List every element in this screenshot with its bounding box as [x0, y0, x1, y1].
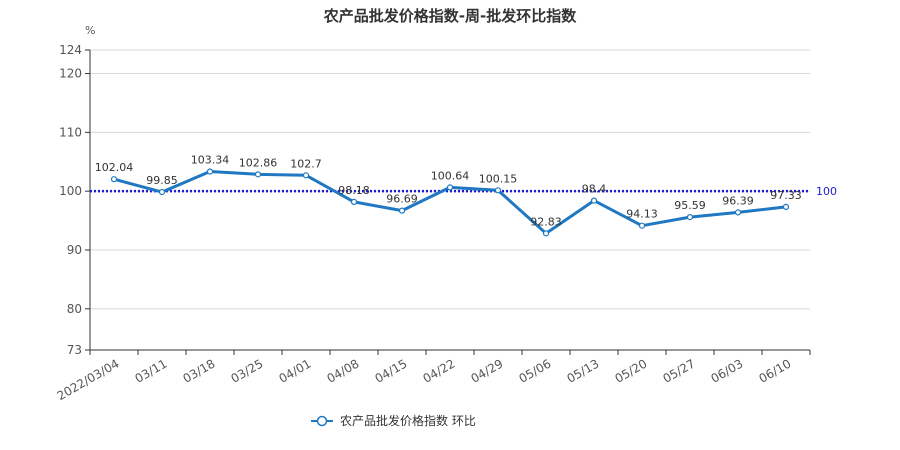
data-point[interactable] — [638, 222, 646, 229]
data-point[interactable] — [110, 176, 118, 183]
data-point[interactable] — [206, 168, 214, 175]
data-label: 99.85 — [146, 174, 178, 187]
data-label: 97.33 — [770, 189, 802, 202]
data-point[interactable] — [302, 172, 310, 179]
data-point[interactable] — [542, 230, 550, 237]
data-point[interactable] — [686, 214, 694, 221]
y-tick-labels: 73 80 90 100 110 120 124 — [59, 43, 82, 357]
x-tick-label: 03/25 — [229, 356, 266, 385]
data-labels: 102.04 99.85 103.34 102.86 102.7 98.18 96.69 10… — [95, 154, 802, 229]
reference-line-label: 100 — [816, 185, 837, 198]
data-point[interactable] — [590, 197, 598, 204]
data-label: 95.59 — [674, 199, 706, 212]
data-label: 96.39 — [722, 194, 754, 207]
data-label: 102.86 — [239, 156, 278, 169]
y-tick-label: 100 — [59, 184, 82, 198]
x-tick-label: 06/10 — [757, 356, 794, 385]
legend-label: 农产品批发价格指数 环比 — [340, 413, 476, 428]
data-label: 102.04 — [95, 161, 134, 174]
legend[interactable]: 农产品批发价格指数 环比 — [311, 413, 476, 428]
data-point[interactable] — [734, 209, 742, 216]
x-tick-label: 05/13 — [565, 356, 602, 385]
x-tick-label: 04/15 — [373, 356, 410, 385]
y-tick-label: 120 — [59, 67, 82, 81]
data-point[interactable] — [494, 187, 502, 194]
x-tick-label: 04/08 — [325, 356, 362, 385]
x-tick-label: 05/06 — [517, 356, 554, 385]
y-tick-label: 110 — [59, 125, 82, 139]
y-tick-label: 80 — [67, 302, 82, 316]
data-label: 100.15 — [479, 172, 518, 185]
data-point[interactable] — [158, 188, 166, 196]
data-point[interactable] — [782, 203, 790, 210]
data-label: 92.83 — [530, 215, 562, 228]
chart-title: 农产品批发价格指数-周-批发环比指数 — [323, 7, 577, 25]
data-point[interactable] — [350, 198, 358, 205]
data-label: 100.64 — [431, 169, 470, 182]
x-tick-label: 04/22 — [421, 356, 458, 385]
x-tick-label: 03/11 — [133, 356, 170, 385]
x-tick-label: 05/20 — [613, 356, 650, 385]
data-label: 103.34 — [191, 154, 230, 167]
x-tick-label: 2022/03/04 — [55, 356, 122, 403]
axes — [85, 49, 811, 355]
data-point[interactable] — [446, 184, 454, 191]
x-tick-labels: 2022/03/04 03/11 03/18 03/25 04/01 04/08 04/15… — [55, 356, 794, 403]
x-tick-label: 06/03 — [709, 356, 746, 385]
data-label: 102.7 — [290, 157, 322, 170]
legend-swatch-marker — [316, 415, 328, 427]
y-unit-label: % — [85, 24, 95, 37]
y-tick-label: 90 — [67, 243, 82, 257]
data-label: 98.4 — [582, 183, 607, 196]
x-tick-label: 05/27 — [661, 356, 698, 385]
x-tick-label: 04/01 — [277, 356, 314, 385]
data-point[interactable] — [398, 207, 406, 214]
data-point[interactable] — [254, 171, 262, 178]
data-label: 96.69 — [386, 193, 418, 206]
data-label: 98.18 — [338, 184, 370, 197]
x-tick-label: 03/18 — [181, 356, 218, 385]
data-label: 94.13 — [626, 208, 658, 221]
y-tick-label: 73 — [67, 343, 82, 357]
series-group — [110, 168, 790, 237]
y-tick-label: 124 — [59, 43, 82, 57]
reference-line-group: 100 — [90, 185, 837, 198]
x-tick-label: 04/29 — [469, 356, 506, 385]
